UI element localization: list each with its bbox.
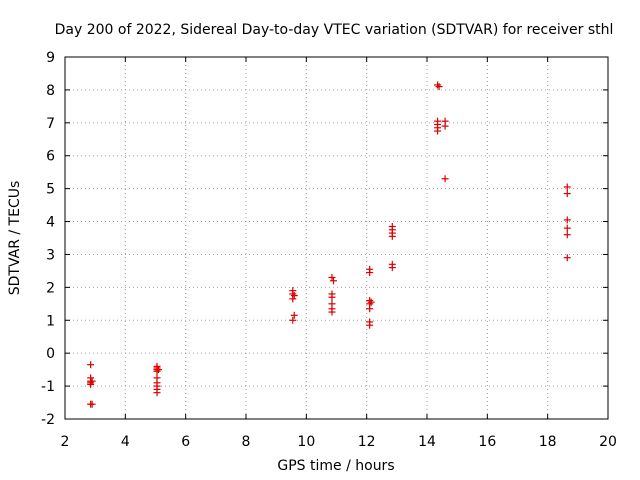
- y-tick-label: 8: [46, 83, 55, 99]
- data-point: [388, 232, 396, 240]
- data-point: [87, 380, 95, 388]
- x-axis-label: GPS time / hours: [277, 458, 394, 474]
- data-point: [155, 366, 163, 374]
- data-point: [289, 295, 297, 303]
- data-point: [434, 127, 442, 135]
- data-point: [88, 400, 96, 408]
- data-point: [388, 264, 396, 272]
- data-point: [290, 292, 298, 300]
- y-tick-label: 7: [46, 116, 55, 132]
- y-axis-label: SDTVAR / TECUs: [7, 181, 23, 296]
- data-point: [290, 311, 298, 319]
- data-point: [563, 183, 571, 191]
- data-point: [367, 298, 375, 306]
- data-point: [563, 190, 571, 198]
- y-tick-label: 6: [46, 149, 55, 165]
- data-point: [88, 377, 96, 385]
- data-points: [87, 81, 571, 408]
- data-point: [153, 389, 161, 397]
- x-tick-label: 12: [358, 434, 376, 450]
- x-tick-label: 8: [242, 434, 251, 450]
- data-point: [329, 277, 337, 285]
- data-point: [366, 321, 374, 329]
- data-point: [328, 308, 336, 316]
- data-point: [435, 83, 443, 91]
- data-point: [328, 293, 336, 301]
- data-point: [441, 175, 449, 183]
- y-tick-label: -2: [41, 412, 55, 428]
- data-point: [434, 81, 442, 89]
- y-tick-label: 1: [46, 313, 55, 329]
- x-tick-label: 18: [539, 434, 557, 450]
- y-tick-label: 9: [46, 50, 55, 66]
- data-point: [563, 216, 571, 224]
- x-tick-label: 2: [61, 434, 70, 450]
- plot-frame: [64, 56, 609, 420]
- y-tick-label: 2: [46, 280, 55, 296]
- x-tick-labels: 2 4 6 8 10 12 14 16 18 20: [61, 434, 617, 450]
- x-tick-label: 6: [181, 434, 190, 450]
- y-tick-label: 5: [46, 182, 55, 198]
- x-tick-label: 14: [418, 434, 436, 450]
- data-point: [289, 316, 297, 324]
- data-point: [563, 254, 571, 262]
- y-tick-label: 0: [46, 346, 55, 362]
- x-tick-label: 4: [121, 434, 130, 450]
- data-point: [153, 367, 161, 375]
- x-tick-label: 16: [478, 434, 496, 450]
- data-point: [563, 224, 571, 232]
- y-tick-label: -1: [41, 379, 55, 395]
- data-point: [441, 122, 449, 130]
- grid: [65, 57, 608, 419]
- data-point: [563, 231, 571, 239]
- x-tick-label: 10: [297, 434, 315, 450]
- data-point: [366, 269, 374, 277]
- y-tick-label: 4: [46, 215, 55, 231]
- data-point: [366, 305, 374, 313]
- data-point: [328, 273, 336, 281]
- y-tick-labels: -2 -1 0 1 2 3 4 5 6 7 8 9: [41, 50, 55, 428]
- x-tick-label: 20: [599, 434, 617, 450]
- data-point: [87, 361, 95, 369]
- axis-ticks: [64, 56, 609, 420]
- y-tick-label: 3: [46, 247, 55, 263]
- chart-title: Day 200 of 2022, Sidereal Day-to-day VTE…: [55, 22, 614, 38]
